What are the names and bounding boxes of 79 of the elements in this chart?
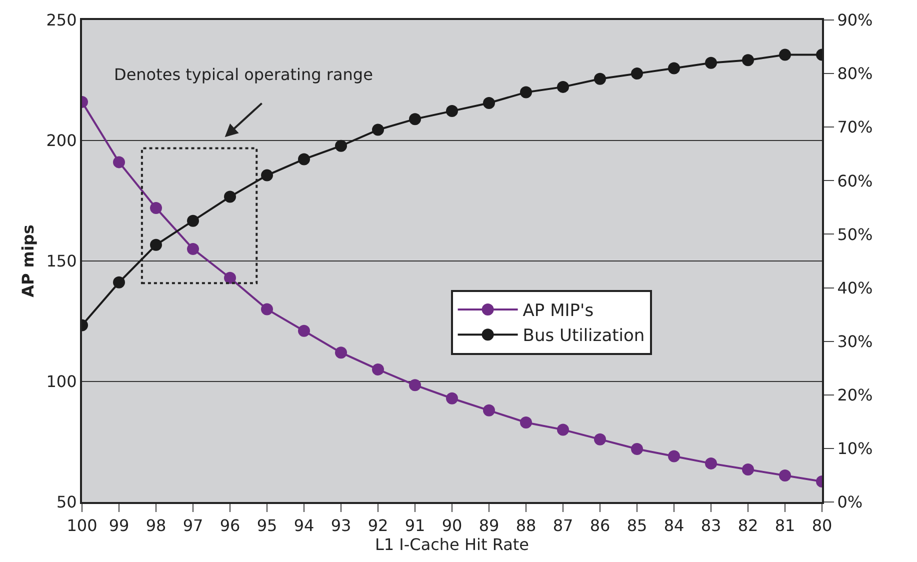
x-tick-label: 91 xyxy=(404,516,426,536)
x-tick-label: 84 xyxy=(664,516,684,536)
y2-tick-label: 20% xyxy=(837,385,873,404)
point xyxy=(446,392,458,404)
point xyxy=(261,303,273,316)
point xyxy=(557,424,569,436)
point xyxy=(187,214,199,227)
point xyxy=(150,238,162,251)
x-tick-label: 98 xyxy=(146,516,166,536)
x-tick-label: 97 xyxy=(182,516,204,536)
point xyxy=(631,442,643,455)
point xyxy=(150,202,162,214)
y-tick-label: 50 xyxy=(56,492,77,512)
point xyxy=(335,140,347,152)
y2-tick-label: 0% xyxy=(837,492,863,512)
point xyxy=(668,62,680,74)
point xyxy=(113,276,125,288)
point xyxy=(298,153,310,166)
point xyxy=(594,72,606,85)
x-tick-label: 93 xyxy=(330,516,352,536)
point xyxy=(224,272,236,284)
x-axis-title: L1 I-Cache Hit Rate xyxy=(374,535,530,554)
point xyxy=(409,379,421,392)
x-tick-label: 92 xyxy=(368,516,388,536)
point xyxy=(779,48,791,61)
y2-tick-label: 90% xyxy=(837,10,873,30)
point xyxy=(261,169,273,182)
x-tick-label: 95 xyxy=(256,516,278,536)
point xyxy=(446,105,458,118)
point xyxy=(224,190,236,203)
point xyxy=(335,346,347,359)
point xyxy=(520,86,532,98)
x-tick-label: 94 xyxy=(294,516,314,536)
y2-tick-label: 10% xyxy=(837,439,873,458)
x-tick-label: 83 xyxy=(700,516,722,536)
point xyxy=(705,56,717,69)
y-tick-label: 100 xyxy=(46,372,77,392)
x-tick-label: 99 xyxy=(108,516,130,536)
point xyxy=(483,404,495,416)
point xyxy=(742,463,754,476)
y2-tick-label: 70% xyxy=(837,118,873,137)
y-tick-label: 250 xyxy=(46,10,77,30)
legend-label: Bus Utilization xyxy=(522,326,645,346)
y-axis-title: AP mips xyxy=(18,224,38,298)
x-tick-label: 87 xyxy=(552,516,574,536)
x-tick-label: 90 xyxy=(442,516,462,536)
point xyxy=(372,363,384,376)
point xyxy=(520,416,532,428)
y2-tick-label: 80% xyxy=(837,64,873,84)
point xyxy=(187,242,199,255)
annotation: Denotes typical operating range xyxy=(114,65,373,84)
x-tick-label: 96 xyxy=(220,516,240,536)
point xyxy=(742,54,754,66)
point xyxy=(298,324,310,337)
x-tick-label: 85 xyxy=(626,516,648,536)
x-tick-label: 100 xyxy=(66,516,98,536)
point xyxy=(779,469,791,482)
y2-tick-label: 50% xyxy=(837,224,873,244)
y-tick-label: 200 xyxy=(46,131,77,150)
x-tick-label: 88 xyxy=(516,516,536,536)
point xyxy=(668,450,680,462)
x-tick-label: 82 xyxy=(738,516,758,536)
point xyxy=(594,433,606,446)
point xyxy=(372,124,384,136)
y2-tick-label: 60% xyxy=(837,171,873,190)
y2-tick-label: 40% xyxy=(837,278,873,298)
point xyxy=(409,113,421,126)
legend-label: AP MIP's xyxy=(522,301,594,322)
point xyxy=(705,457,717,470)
x-tick-label: 81 xyxy=(774,516,796,536)
y-tick-label: 150 xyxy=(46,252,77,271)
y2-tick-label: 30% xyxy=(837,332,873,351)
point xyxy=(483,97,495,110)
x-tick-label: 89 xyxy=(478,516,500,536)
point xyxy=(113,156,125,168)
x-tick-label: 80 xyxy=(812,516,832,536)
point xyxy=(631,68,643,80)
x-tick-label: 86 xyxy=(590,516,610,536)
point xyxy=(557,80,569,93)
